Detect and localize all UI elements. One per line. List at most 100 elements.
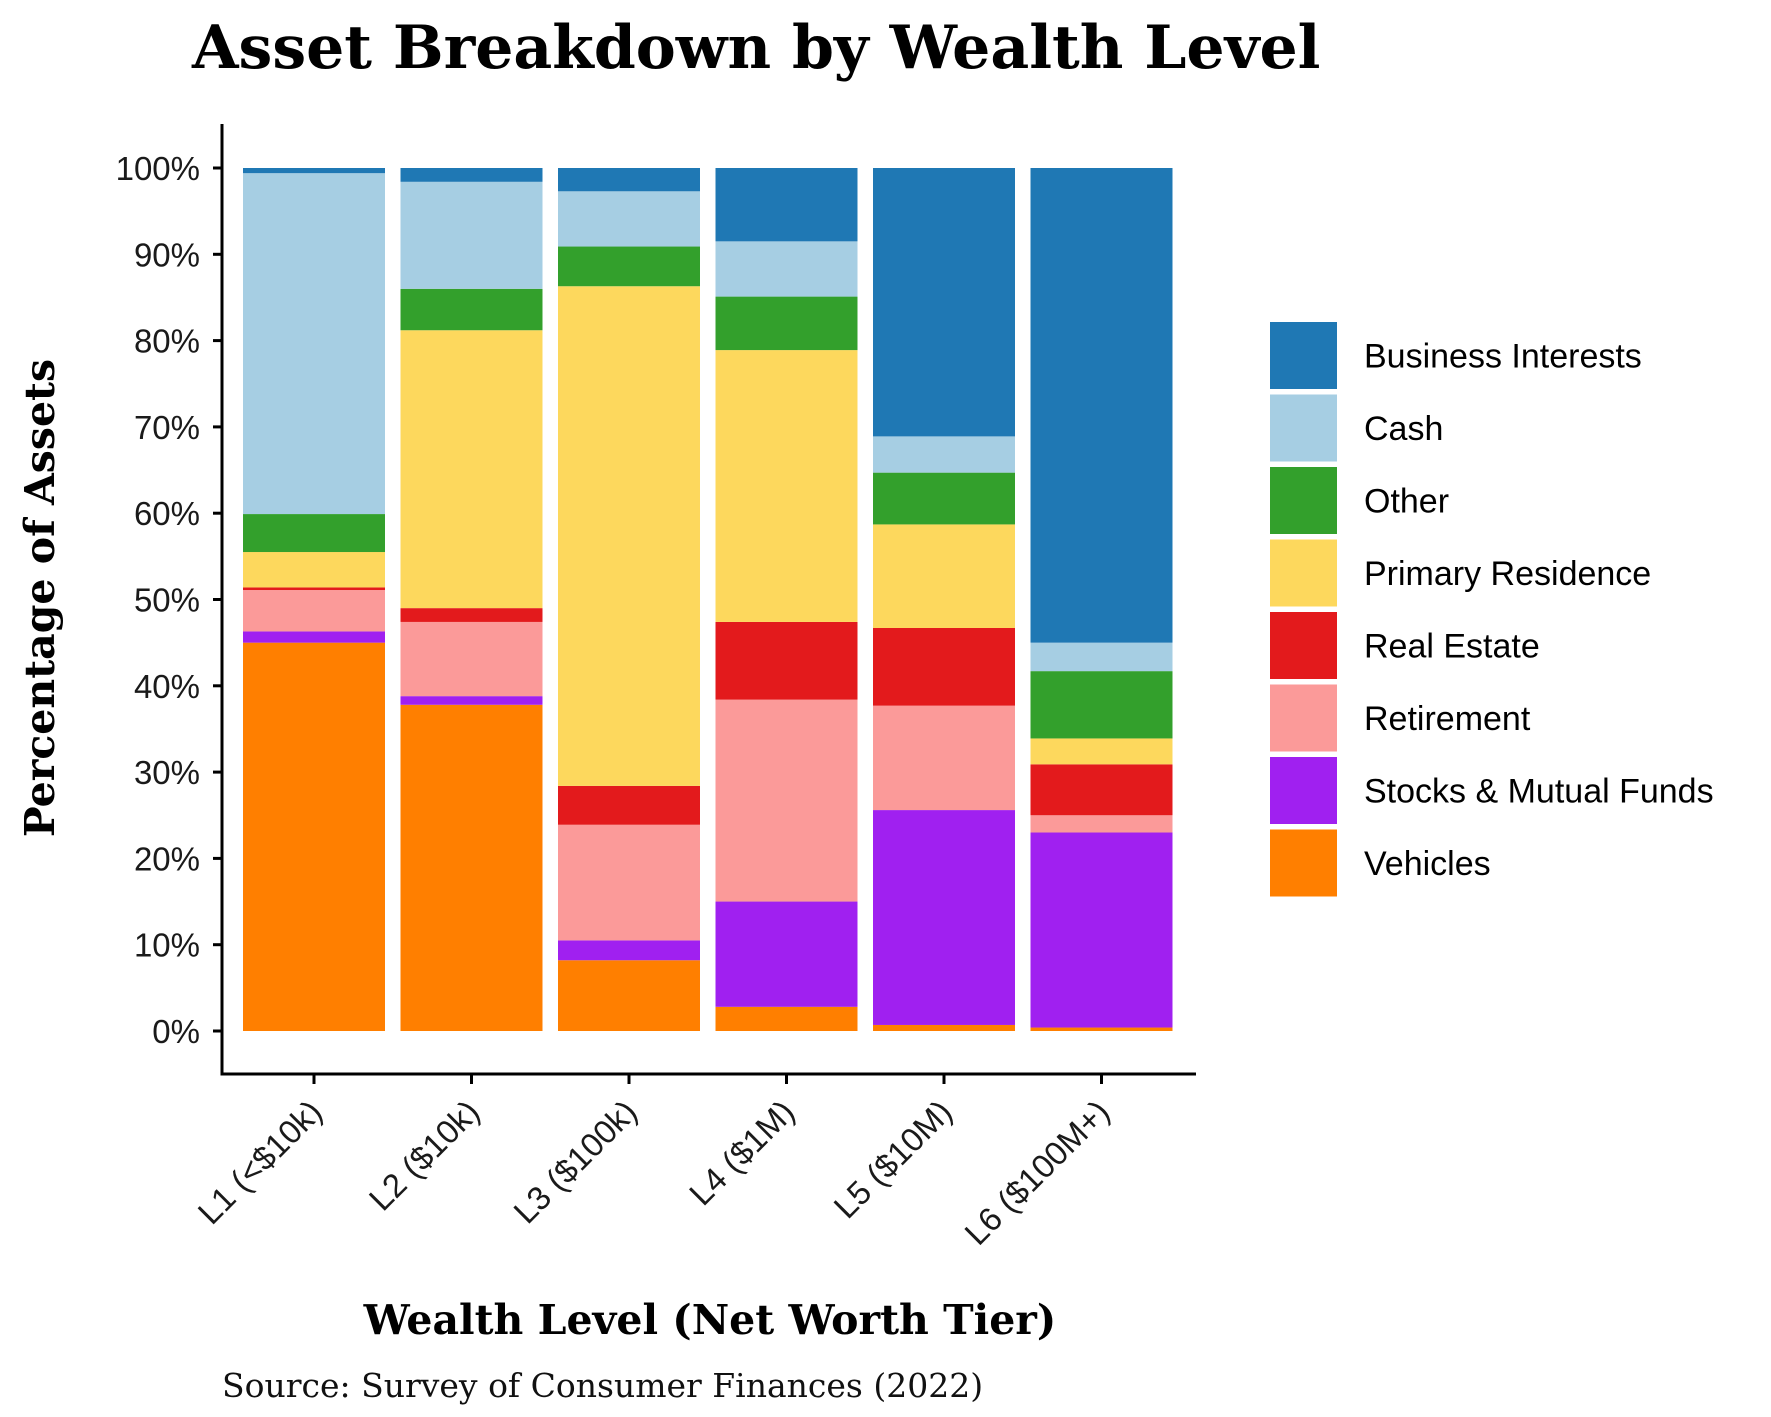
legend-item-vehicles: Vehicles [1270,829,1491,897]
y-tick-label: 50% [134,582,200,619]
x-axis-title: Wealth Level (Net Worth Tier) [363,1296,1057,1344]
legend-item-primary-residence: Primary Residence [1270,539,1651,607]
bar-segment-stocks-mutual-funds-4 [715,901,858,1007]
legend-swatch [1270,539,1337,607]
bar-segment-primary-residence-4 [715,350,858,622]
legend-item-stocks-mutual-funds: Stocks & Mutual Funds [1270,757,1714,824]
legend-label: Business Interests [1364,338,1642,376]
bar-segment-primary-residence-5 [873,524,1015,628]
bar-segment-retirement-1 [243,590,385,632]
bar-segment-vehicles-3 [558,960,700,1031]
bar-segment-business-interests-5 [873,168,1015,437]
legend-label: Vehicles [1364,845,1491,883]
y-tick-label: 0% [152,1013,200,1050]
bar-segment-business-interests-1 [243,168,385,174]
bar-segment-retirement-3 [558,824,700,941]
legend-swatch [1270,757,1337,824]
legend-item-other: Other [1270,467,1449,534]
legend-swatch [1270,829,1337,897]
chart-title: Asset Breakdown by Wealth Level [191,13,1320,83]
x-tick-label: L6 ($100M+) [957,1093,1116,1252]
bar-segment-cash-1 [243,173,385,515]
bar-segment-business-interests-2 [400,168,543,182]
x-tick-label: L2 ($10k) [362,1093,487,1218]
legend-label: Stocks & Mutual Funds [1364,773,1714,811]
bar-segment-stocks-mutual-funds-2 [400,696,543,705]
bar-segment-vehicles-6 [1030,1027,1173,1031]
y-tick-label: 10% [134,927,200,964]
bar-segment-other-1 [243,514,385,553]
bar-segment-retirement-2 [400,621,543,697]
y-tick-label: 60% [134,495,200,532]
bar-segment-stocks-mutual-funds-3 [558,940,700,961]
bar-segment-other-2 [400,288,543,331]
bar-segment-cash-3 [558,191,700,247]
legend-label: Other [1364,483,1449,521]
bar-segment-primary-residence-6 [1030,738,1173,765]
bar-segment-other-5 [873,472,1015,525]
legend-label: Primary Residence [1364,555,1651,593]
bar-segment-real-estate-5 [873,627,1015,706]
source-note: Source: Survey of Consumer Finances (202… [222,1366,983,1405]
bar-segment-primary-residence-2 [400,330,543,609]
legend-label: Retirement [1364,700,1531,738]
bar-segment-other-6 [1030,671,1173,739]
bar-segment-business-interests-4 [715,168,858,242]
bar-segment-real-estate-3 [558,785,700,825]
y-tick-label: 100% [116,150,200,187]
bar-segment-stocks-mutual-funds-5 [873,810,1015,1025]
legend-swatch [1270,612,1337,679]
bar-segment-retirement-5 [873,705,1015,811]
bar-segment-real-estate-4 [715,621,858,700]
axes-group [213,124,1196,1084]
bar-segment-cash-4 [715,241,858,297]
bar-segment-cash-2 [400,181,543,289]
legend-item-business-interests: Business Interests [1270,322,1642,389]
bar-segment-vehicles-5 [873,1024,1015,1031]
y-tick-label: 80% [134,323,200,360]
bar-segment-cash-5 [873,436,1015,473]
legend-label: Real Estate [1364,628,1540,666]
legend-swatch [1270,394,1337,462]
bar-segment-other-3 [558,246,700,287]
legend: Business Interests Cash Other Primary Resid… [1270,322,1714,897]
bar-segment-retirement-6 [1030,815,1173,833]
bar-segment-real-estate-6 [1030,764,1173,816]
bar-segment-real-estate-2 [400,608,543,622]
y-tick-label: 20% [134,840,200,877]
bar-segment-stocks-mutual-funds-6 [1030,832,1173,1028]
bar-segment-stocks-mutual-funds-1 [243,631,385,643]
legend-swatch [1270,467,1337,534]
y-tick-labels: 0% 10% 20% 30% 40% 50% 60% 70% 80% 90% 100% [116,150,200,1050]
legend-item-real-estate: Real Estate [1270,612,1540,679]
bars-group [243,168,1173,1031]
bar-segment-business-interests-6 [1030,168,1173,643]
y-tick-label: 30% [134,754,200,791]
y-tick-label: 70% [134,409,200,446]
legend-swatch [1270,684,1337,752]
y-tick-label: 40% [134,668,200,705]
y-axis-title: Percentage of Assets [16,359,64,837]
bar-segment-cash-6 [1030,642,1173,672]
legend-label: Cash [1364,410,1443,448]
bar-segment-primary-residence-1 [243,552,385,588]
bar-segment-vehicles-2 [400,704,543,1031]
y-tick-label: 90% [134,236,200,273]
bar-segment-other-4 [715,296,858,351]
bar-segment-real-estate-1 [243,587,385,591]
legend-item-retirement: Retirement [1270,684,1531,752]
bar-segment-vehicles-4 [715,1006,858,1031]
x-tick-label: L1 (<$10k) [191,1093,329,1231]
x-tick-label: L5 ($10M) [826,1093,959,1226]
bar-segment-business-interests-3 [558,168,700,192]
bar-segment-vehicles-1 [243,642,385,1031]
legend-item-cash: Cash [1270,394,1443,462]
x-tick-label: L4 ($1M) [682,1093,802,1213]
bar-segment-primary-residence-3 [558,286,700,786]
x-tick-label: L3 ($100k) [506,1093,644,1231]
x-tick-labels: L1 (<$10k) L2 ($10k) L3 ($100k) L4 ($1M) L5 … [191,1093,1117,1252]
legend-swatch [1270,322,1337,389]
bar-segment-retirement-4 [715,699,858,902]
